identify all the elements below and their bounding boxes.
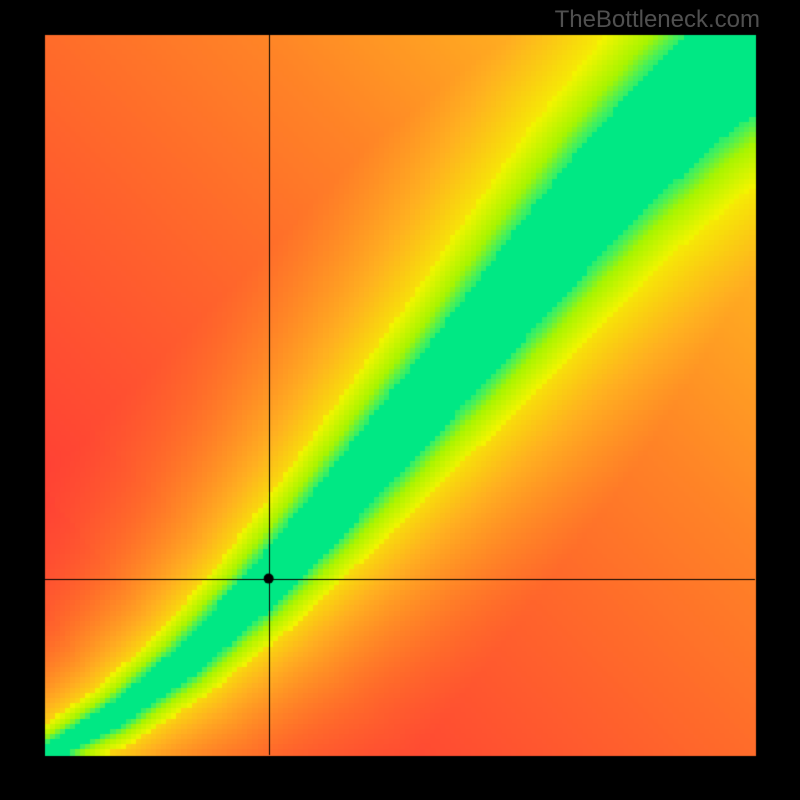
watermark-text: TheBottleneck.com [555, 6, 760, 34]
bottleneck-heatmap [0, 0, 800, 800]
